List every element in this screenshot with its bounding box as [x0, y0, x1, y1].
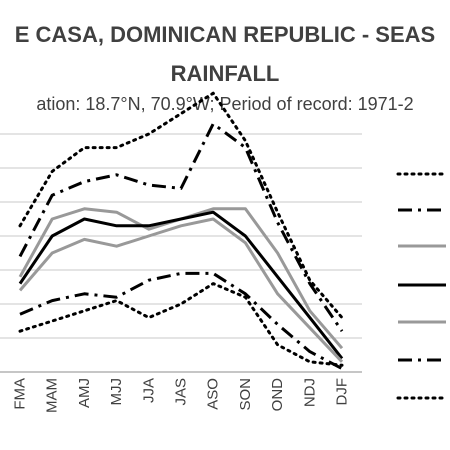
- x-tick-label: OND: [269, 378, 286, 412]
- series-line-1: [18, 91, 344, 320]
- x-tick-label: JJA: [140, 378, 157, 403]
- chart-title-line-1: E CASA, DOMINICAN REPUBLIC - SEAS: [14, 22, 436, 47]
- x-tick-label: SON: [237, 378, 254, 411]
- series-line-2: [18, 122, 344, 333]
- grid-lines: [0, 133, 362, 373]
- chart-subtitle: ation: 18.7°N, 70.9°W; Period of record:…: [36, 94, 414, 114]
- series-line-5: [18, 217, 344, 363]
- chart-title-line-2: RAINFALL: [170, 61, 280, 86]
- x-tick-label: FMA: [12, 378, 29, 410]
- x-tick-label: JAS: [173, 378, 190, 406]
- series-line-6: [19, 271, 343, 370]
- x-tick-label: AMJ: [76, 378, 93, 408]
- x-axis-tick-labels: FMA MAM AMJ MJJ JJA JAS ASO SON OND NDJ DJF: [12, 378, 351, 413]
- x-tick-label: NDJ: [301, 378, 318, 407]
- series-lines: [18, 91, 344, 370]
- series-line-4: [18, 210, 344, 360]
- x-tick-label: MAM: [44, 378, 61, 413]
- series-line-7: [18, 282, 344, 367]
- series-line-3: [18, 207, 344, 350]
- x-tick-label: MJJ: [108, 378, 125, 406]
- x-tick-label: ASO: [205, 378, 222, 410]
- x-tick-label: DJF: [334, 378, 351, 406]
- legend: [396, 172, 448, 400]
